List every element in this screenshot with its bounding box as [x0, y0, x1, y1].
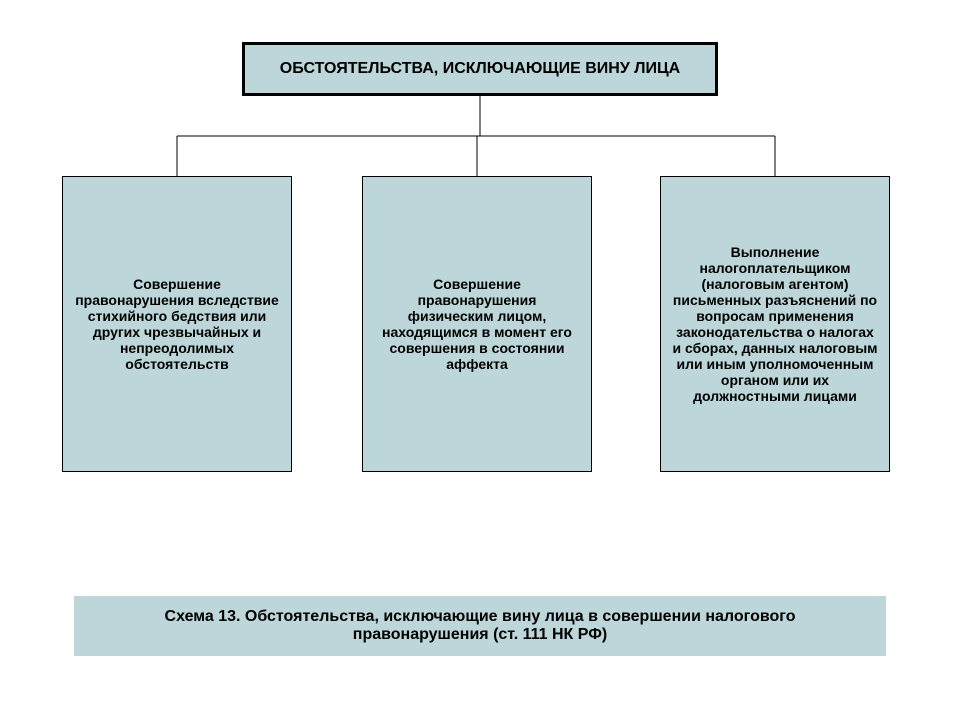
diagram-canvas: ОБСТОЯТЕЛЬСТВА, ИСКЛЮЧАЮЩИЕ ВИНУ ЛИЦА Со…: [0, 0, 960, 720]
diagram-child-box-2: Выполнение налогоплательщиком (налоговым…: [660, 176, 890, 472]
diagram-title-box: ОБСТОЯТЕЛЬСТВА, ИСКЛЮЧАЮЩИЕ ВИНУ ЛИЦА: [242, 42, 718, 96]
diagram-child-text-1: Совершение правонарушения физическим лиц…: [373, 276, 581, 372]
diagram-caption-box: Схема 13. Обстоятельства, исключающие ви…: [74, 596, 886, 656]
diagram-child-box-0: Совершение правонарушения вследствие сти…: [62, 176, 292, 472]
diagram-title-text: ОБСТОЯТЕЛЬСТВА, ИСКЛЮЧАЮЩИЕ ВИНУ ЛИЦА: [280, 60, 680, 78]
diagram-caption-text: Схема 13. Обстоятельства, исключающие ви…: [98, 608, 862, 644]
diagram-child-box-1: Совершение правонарушения физическим лиц…: [362, 176, 592, 472]
diagram-child-text-2: Выполнение налогоплательщиком (налоговым…: [671, 244, 879, 404]
diagram-child-text-0: Совершение правонарушения вследствие сти…: [73, 276, 281, 372]
